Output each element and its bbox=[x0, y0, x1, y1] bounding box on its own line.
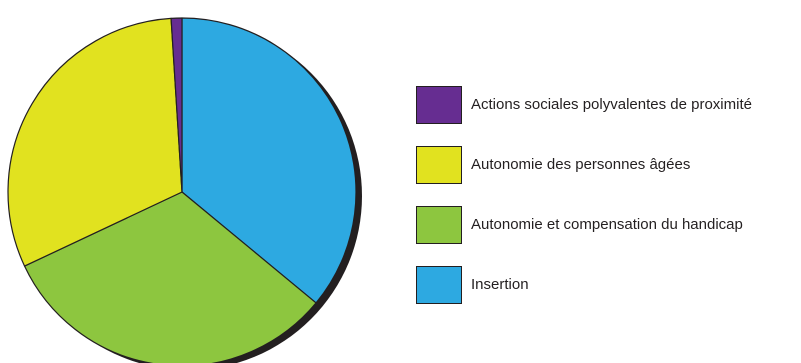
pie-slice-autonomie-des-personnes-agees bbox=[7, 17, 183, 267]
legend-swatch-insertion bbox=[416, 266, 462, 304]
legend-item-handicap: Autonomie et compensation du handicap bbox=[416, 206, 796, 246]
legend-swatch-handicap bbox=[416, 206, 462, 244]
pie-slice-insertion bbox=[181, 17, 357, 304]
legend-label-actions-sociales: Actions sociales polyvalentes de proximi… bbox=[471, 96, 752, 113]
legend: Actions sociales polyvalentes de proximi… bbox=[416, 86, 796, 326]
legend-swatch-actions-sociales bbox=[416, 86, 462, 124]
legend-label-handicap: Autonomie et compensation du handicap bbox=[471, 216, 743, 233]
legend-label-personnes-agees: Autonomie des personnes âgées bbox=[471, 156, 691, 173]
pie-slice-actions-sociales-polyvalentes-de-proximite bbox=[170, 17, 183, 193]
legend-label-insertion: Insertion bbox=[471, 276, 529, 293]
pie-slice-autonomie-et-compensation-du-handicap bbox=[23, 191, 317, 363]
legend-swatch-personnes-agees bbox=[416, 146, 462, 184]
legend-item-actions-sociales: Actions sociales polyvalentes de proximi… bbox=[416, 86, 796, 126]
legend-item-insertion: Insertion bbox=[416, 266, 796, 306]
pie-slices bbox=[7, 17, 357, 363]
legend-item-personnes-agees: Autonomie des personnes âgées bbox=[416, 146, 796, 186]
